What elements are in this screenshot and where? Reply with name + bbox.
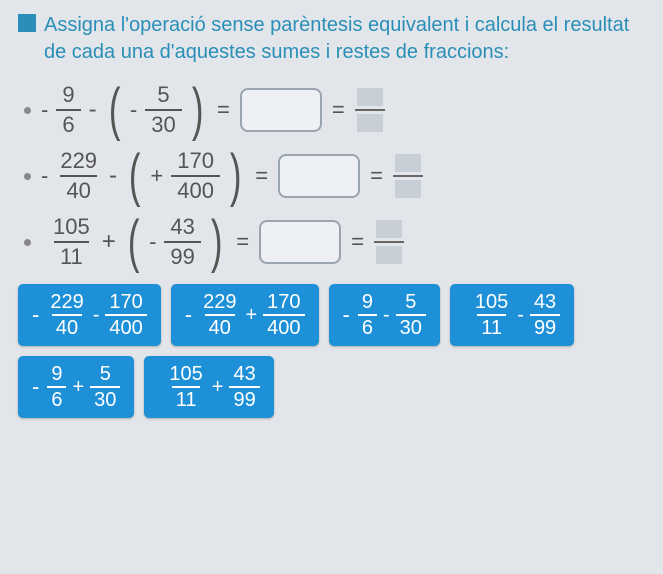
denominator: 99	[164, 241, 200, 268]
answer-dropzone[interactable]	[278, 154, 360, 198]
sign-a: -	[32, 374, 39, 400]
sign-a: -	[41, 163, 48, 189]
outer-operator: -	[107, 162, 119, 190]
fraction-b: 170400	[105, 292, 146, 338]
problem-row: - 9 6 - ( - 5 30 ) = =	[24, 84, 645, 136]
draggable-tile[interactable]: - 22940 + 170400	[171, 284, 319, 346]
problem-list: - 9 6 - ( - 5 30 ) = = - 229 40 - ( + 17…	[24, 84, 645, 268]
operator: +	[72, 376, 84, 399]
paren-close-icon: )	[211, 219, 223, 265]
inner-sign: -	[149, 229, 156, 255]
paren-close-icon: )	[192, 87, 204, 133]
tile-bank: - 22940 - 170400 - 22940 + 170400 - 96 -…	[18, 284, 645, 418]
draggable-tile[interactable]: - 96 - 530	[329, 284, 440, 346]
sign-a: -	[185, 302, 192, 328]
fraction-b: 5 30	[145, 84, 181, 136]
bullet-icon	[24, 239, 31, 246]
answer-fraction-input[interactable]	[355, 88, 385, 132]
fraction-b: 170 400	[171, 150, 220, 202]
answer-dropzone[interactable]	[259, 220, 341, 264]
outer-operator: +	[100, 228, 118, 256]
paren-open-icon: (	[129, 153, 141, 199]
answer-fraction-input[interactable]	[374, 220, 404, 264]
sign-a: -	[32, 302, 39, 328]
operator: -	[517, 304, 524, 327]
sign-a: -	[41, 97, 48, 123]
denominator: 30	[145, 109, 181, 136]
instruction-text: Assigna l'operació sense parèntesis equi…	[44, 12, 645, 66]
paren-close-icon: )	[230, 153, 242, 199]
fraction-b: 4399	[530, 292, 560, 338]
fraction-a: 229 40	[56, 150, 101, 202]
equals-sign: =	[328, 97, 349, 123]
numerator: 5	[153, 84, 173, 109]
operator: +	[245, 304, 257, 327]
answer-dropzone[interactable]	[240, 88, 322, 132]
denominator: 400	[171, 175, 220, 202]
bullet-icon	[24, 107, 31, 114]
operator: +	[212, 376, 224, 399]
draggable-tile[interactable]: - 96 + 530	[18, 356, 134, 418]
draggable-tile[interactable]: - 22940 - 170400	[18, 284, 161, 346]
inner-sign: -	[130, 97, 137, 123]
equals-sign: =	[232, 229, 253, 255]
paren-open-icon: (	[128, 219, 140, 265]
paren-open-icon: (	[108, 87, 120, 133]
numerator: 43	[166, 216, 198, 241]
fraction-a: 22940	[200, 292, 239, 338]
outer-operator: -	[87, 96, 99, 124]
equals-sign: =	[251, 163, 272, 189]
fraction-a: 22940	[47, 292, 86, 338]
sign-a: -	[343, 302, 350, 328]
fraction-a: 9 6	[56, 84, 80, 136]
draggable-tile[interactable]: 10511 - 4399	[450, 284, 574, 346]
numerator: 229	[56, 150, 101, 175]
fraction-b: 530	[90, 364, 120, 410]
inner-sign: +	[150, 163, 163, 189]
fraction-a: 10511	[166, 364, 205, 410]
operator: -	[383, 304, 390, 327]
bullet-icon	[24, 173, 31, 180]
fraction-b: 43 99	[164, 216, 200, 268]
fraction-b: 530	[396, 292, 426, 338]
fraction-b: 4399	[229, 364, 259, 410]
header: Assigna l'operació sense parèntesis equi…	[18, 12, 645, 66]
denominator: 40	[60, 175, 96, 202]
fraction-a: 96	[47, 364, 66, 410]
problem-row: - 229 40 - ( + 170 400 ) = =	[24, 150, 645, 202]
numerator: 170	[173, 150, 218, 175]
equals-sign: =	[366, 163, 387, 189]
answer-fraction-input[interactable]	[393, 154, 423, 198]
equals-sign: =	[347, 229, 368, 255]
flag-icon	[18, 14, 36, 32]
fraction-a: 96	[358, 292, 377, 338]
denominator: 6	[56, 109, 80, 136]
equals-sign: =	[213, 97, 234, 123]
numerator: 9	[58, 84, 78, 109]
fraction-a: 10511	[472, 292, 511, 338]
operator: -	[93, 304, 100, 327]
denominator: 11	[54, 241, 89, 268]
fraction-b: 170400	[263, 292, 304, 338]
numerator: 105	[49, 216, 94, 241]
draggable-tile[interactable]: 10511 + 4399	[144, 356, 273, 418]
fraction-a: 105 11	[49, 216, 94, 268]
problem-row: 105 11 + ( - 43 99 ) = =	[24, 216, 645, 268]
